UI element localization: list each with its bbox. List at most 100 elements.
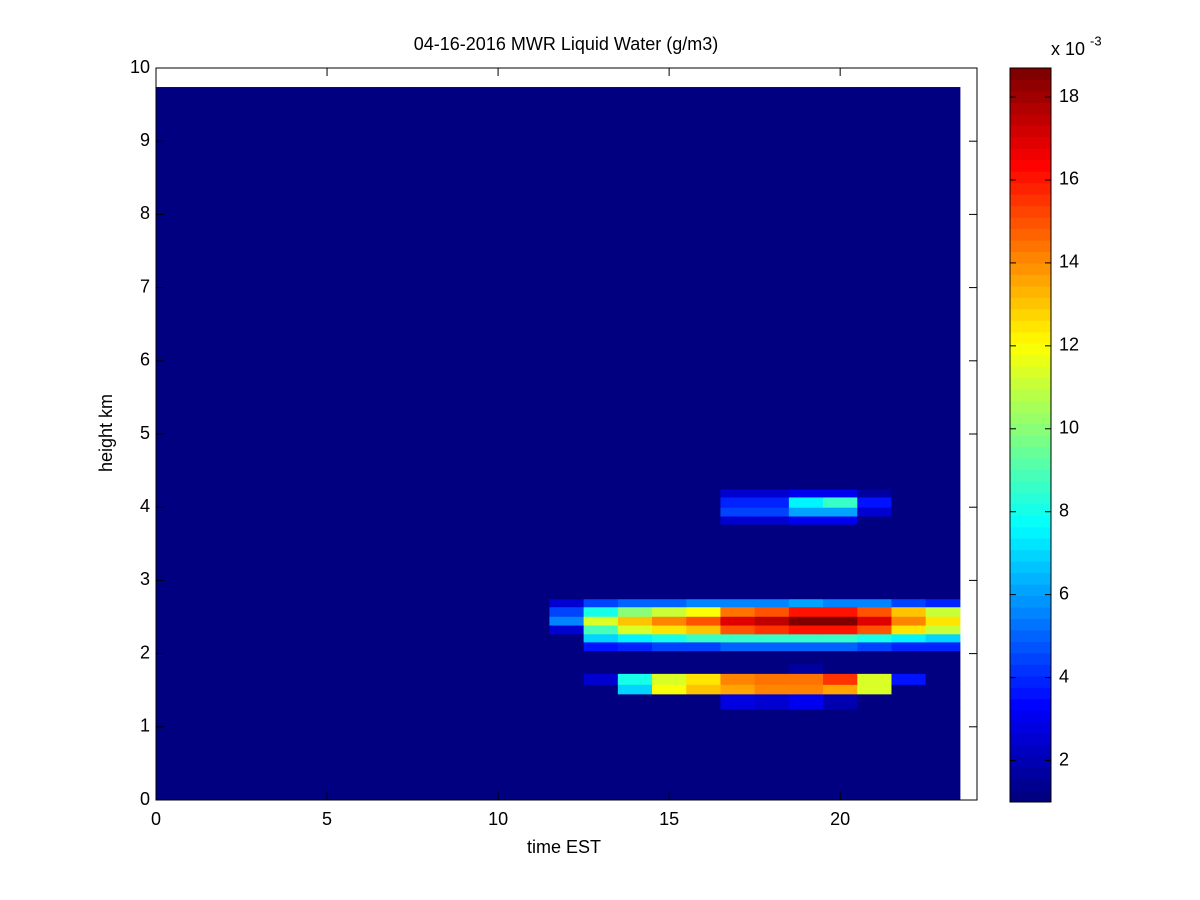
heatmap-cell [515, 663, 550, 674]
heatmap-cell [686, 684, 721, 695]
heatmap-cell [720, 598, 756, 608]
heatmap-cell [754, 488, 790, 498]
heatmap-cell [652, 633, 687, 643]
heatmap-cell [480, 515, 516, 525]
colorbar-swatch [1010, 377, 1051, 390]
heatmap-cell [480, 488, 516, 498]
heatmap-cell [754, 633, 790, 643]
heatmap-cell [275, 625, 311, 635]
heatmap-cell [549, 616, 585, 626]
x-axis-label: time EST [527, 837, 601, 857]
heatmap-cell [275, 663, 311, 674]
heatmap-cell [925, 616, 961, 626]
heatmap-cell [686, 616, 721, 626]
heatmap-cell [788, 524, 824, 600]
heatmap-cell [686, 708, 721, 801]
heatmap-cell [686, 663, 721, 674]
heatmap-cell [925, 633, 961, 643]
heatmap-cell [686, 633, 721, 643]
heatmap-cell [754, 87, 790, 490]
heatmap-cell [412, 684, 448, 695]
colorbar-swatch [1010, 503, 1051, 516]
heatmap-cell [925, 625, 961, 635]
heatmap-cell [617, 87, 653, 490]
heatmap-cell [241, 663, 277, 674]
heatmap-cell [720, 515, 756, 525]
heatmap-cell [480, 606, 516, 617]
heatmap-cell [652, 673, 687, 685]
heatmap-cell [515, 708, 550, 801]
heatmap-cell [720, 606, 756, 617]
heatmap-cell [275, 488, 311, 498]
colorbar-swatch [1010, 756, 1051, 769]
heatmap-cell [275, 650, 311, 665]
heatmap-cell [857, 663, 892, 674]
heatmap-cell [378, 606, 414, 617]
heatmap-cell [857, 633, 892, 643]
heatmap-cell [652, 650, 687, 665]
heatmap-cell [754, 673, 790, 685]
heatmap-cell [891, 507, 927, 517]
colorbar-tick-label: 2 [1059, 749, 1069, 769]
heatmap-cell [823, 693, 858, 709]
x-tick-label: 15 [659, 809, 679, 829]
heatmap-cell [891, 515, 927, 525]
heatmap-cell [891, 496, 927, 508]
heatmap-cell [275, 496, 311, 508]
heatmap-cell [823, 633, 858, 643]
heatmap-cell [515, 641, 550, 652]
colorbar-swatch [1010, 675, 1051, 688]
heatmap-cell [378, 663, 414, 674]
heatmap-cell [173, 515, 208, 525]
colorbar-swatch [1010, 389, 1051, 402]
heatmap-cell [857, 87, 892, 490]
heatmap-cell [446, 673, 482, 685]
heatmap-cell [857, 708, 892, 801]
heatmap-cell [344, 684, 379, 695]
heatmap-cell [515, 488, 550, 498]
colorbar-swatch [1010, 228, 1051, 241]
heatmap-cell [241, 684, 277, 695]
heatmap-cell [412, 641, 448, 652]
colorbar-tick-label: 6 [1059, 583, 1069, 603]
heatmap-cell [173, 616, 208, 626]
heatmap-cell [446, 641, 482, 652]
colorbar-tick-label: 14 [1059, 252, 1079, 272]
heatmap-cell [241, 641, 277, 652]
heatmap-cell [515, 496, 550, 508]
colorbar-swatch [1010, 194, 1051, 207]
heatmap-cell [823, 515, 858, 525]
colorbar-swatch [1010, 595, 1051, 608]
heatmap-cell [823, 598, 858, 608]
y-tick-label: 1 [140, 716, 150, 736]
y-tick-label: 3 [140, 569, 150, 589]
x-tick-label: 0 [151, 809, 161, 829]
colorbar-swatch [1010, 779, 1051, 792]
heatmap-cell [207, 524, 243, 600]
heatmap-cell [754, 625, 790, 635]
heatmap-cell [754, 708, 790, 801]
heatmap-cell [891, 598, 927, 608]
heatmap-cell [515, 515, 550, 525]
heatmap-cell [480, 684, 516, 695]
heatmap-cell [549, 496, 585, 508]
colorbar-swatch [1010, 561, 1051, 574]
y-tick-label: 5 [140, 423, 150, 443]
heatmap-cell [173, 496, 208, 508]
heatmap-cell [309, 507, 345, 517]
heatmap-cell [754, 606, 790, 617]
heatmap-cell [652, 524, 687, 600]
heatmap-cell [207, 606, 243, 617]
heatmap-cell [549, 693, 585, 709]
heatmap-cell [412, 693, 448, 709]
heatmap-cell [652, 693, 687, 709]
heatmap-cell [891, 606, 927, 617]
heatmap-cell [617, 684, 653, 695]
heatmap-cell [173, 606, 208, 617]
colorbar-swatch [1010, 538, 1051, 551]
colorbar-swatch [1010, 205, 1051, 218]
heatmap-cell [891, 684, 927, 695]
colorbar-exponent: -3 [1090, 33, 1102, 48]
heatmap-cell [686, 524, 721, 600]
heatmap-cell [480, 663, 516, 674]
